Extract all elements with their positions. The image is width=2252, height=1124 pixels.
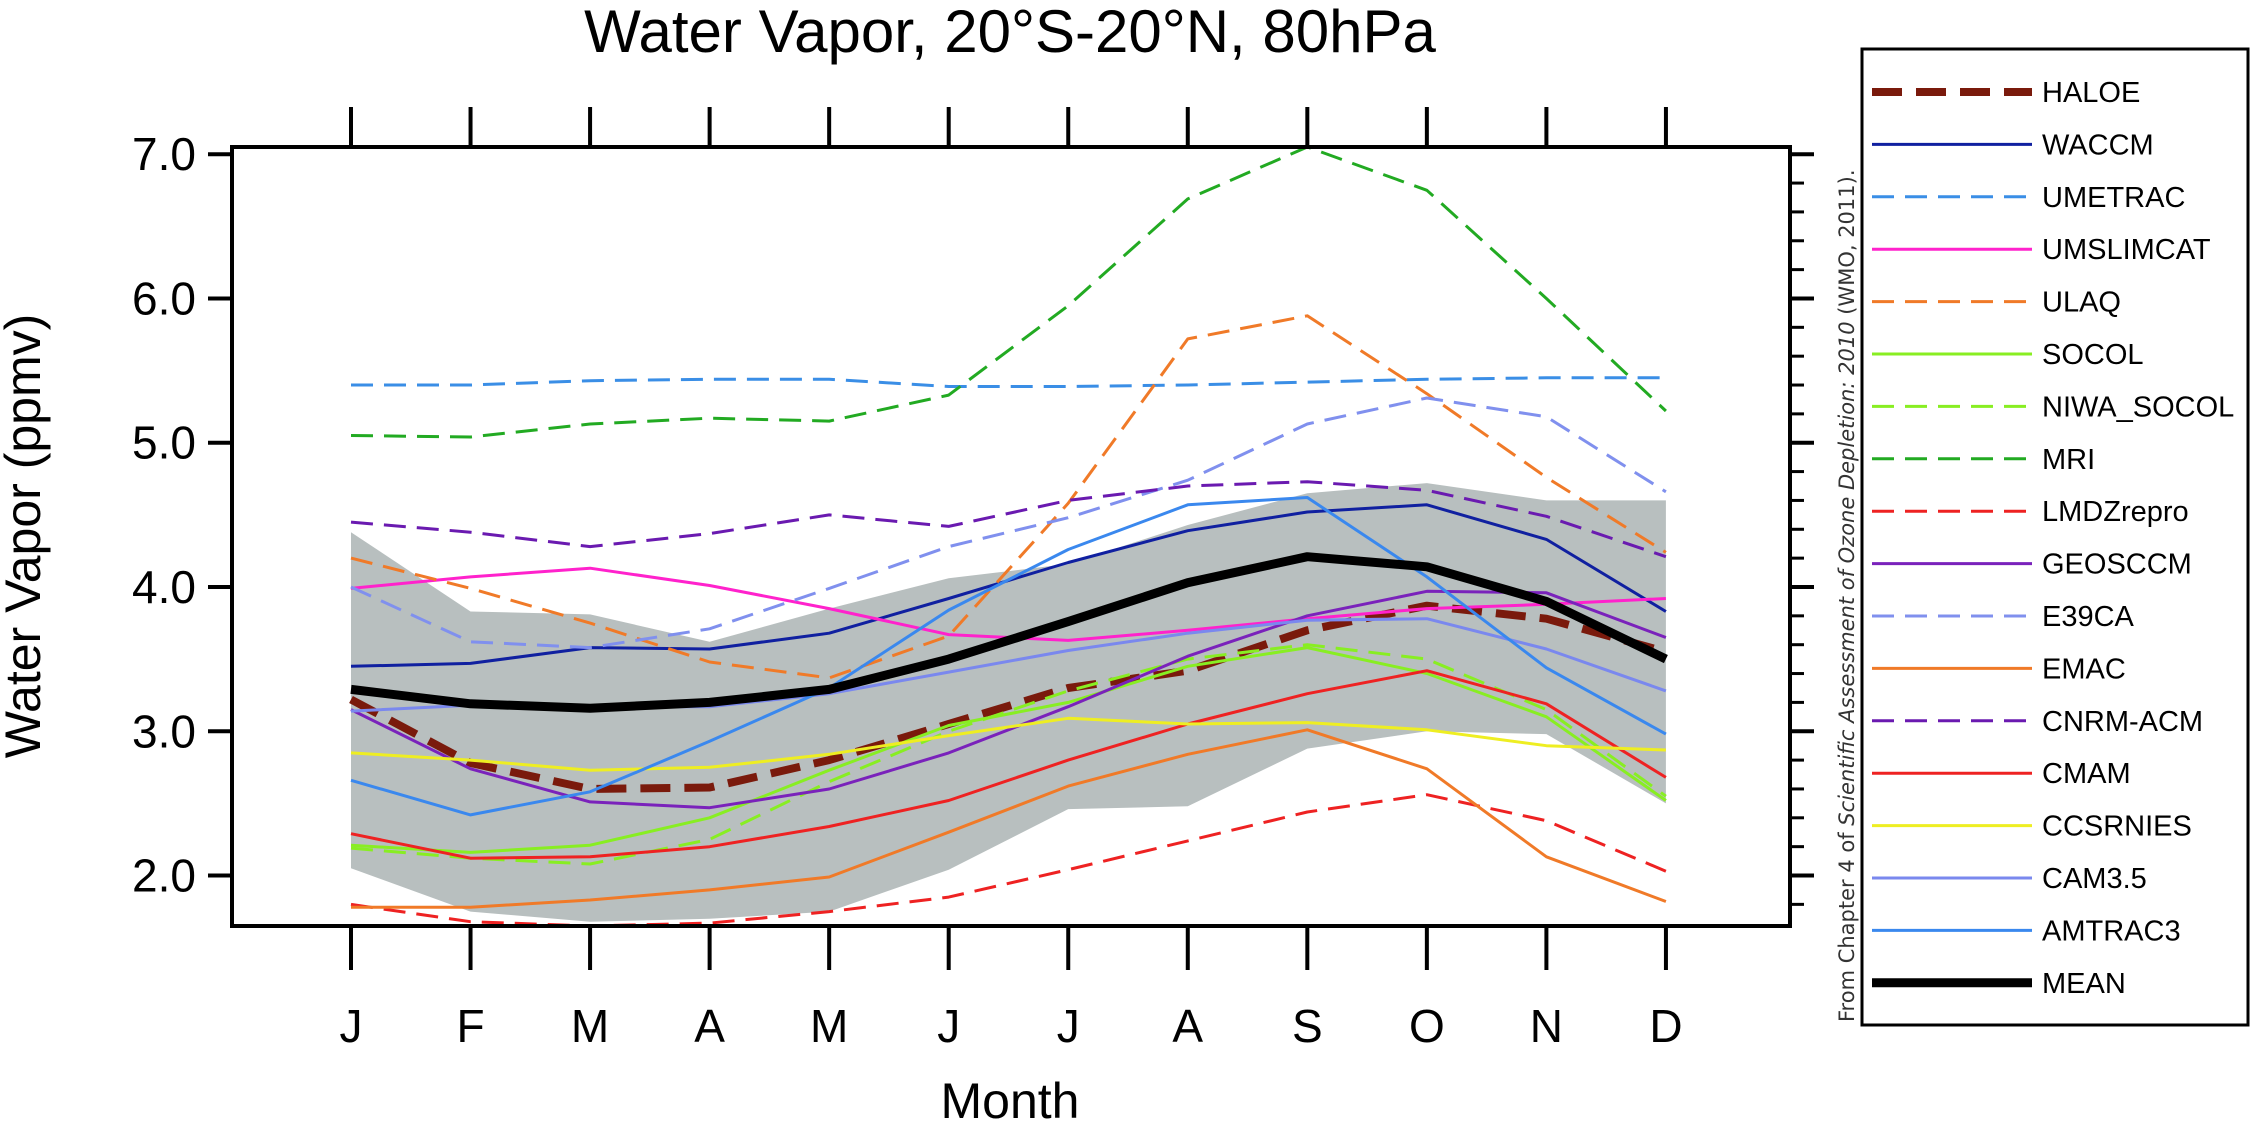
y-tick-label: 2.0 [132,850,196,902]
x-tick-label: A [1172,1000,1203,1052]
y-tick-label: 7.0 [132,128,196,180]
x-axis-label: Month [941,1073,1080,1124]
credit-suffix: (WMO, 2011). [1835,169,1859,321]
legend: HALOE WACCM UMETRAC UMSLIMCAT ULAQ SOCOL NIWA_… [1862,49,2248,1025]
x-tick-label: O [1409,1000,1445,1052]
legend-label-ccsrnies: CCSRNIES [2042,811,2192,843]
x-tick-label: S [1292,1000,1323,1052]
y-tick-label: 3.0 [132,705,196,757]
legend-label-lmdzrepro: LMDZrepro [2042,496,2189,528]
x-tick-label: N [1530,1000,1563,1052]
x-tick-label: M [571,1000,609,1052]
chart-title: Water Vapor, 20°S-20°N, 80hPa [584,0,1436,65]
x-tick-label: A [694,1000,725,1052]
source-credit: From Chapter 4 of Scientific Assessment … [1835,169,1859,1022]
water-vapor-chart: Water Vapor, 20°S-20°N, 80hPa Water Vapo… [0,0,2252,1124]
legend-label-amtrac3: AMTRAC3 [2042,915,2181,947]
legend-label-geosccm: GEOSCCM [2042,549,2192,581]
legend-label-socol: SOCOL [2042,339,2144,371]
x-tick-label: J [1057,1000,1080,1052]
plot-area [351,147,1666,926]
x-tick-label: M [810,1000,848,1052]
legend-label-e39ca: E39CA [2042,601,2135,633]
x-tick-label: D [1649,1000,1682,1052]
legend-label-umetrac: UMETRAC [2042,182,2185,214]
legend-label-cam3-5: CAM3.5 [2042,863,2147,895]
legend-label-mri: MRI [2042,444,2095,476]
y-axis-label: Water Vapor (ppmv) [0,314,51,759]
legend-label-mean: MEAN [2042,968,2126,1000]
y-tick-label: 5.0 [132,417,196,469]
x-tick-label: F [456,1000,484,1052]
legend-label-haloe: HALOE [2042,77,2140,109]
legend-label-niwa-socol: NIWA_SOCOL [2042,391,2234,423]
y-tick-label: 4.0 [132,561,196,613]
legend-label-umslimcat: UMSLIMCAT [2042,234,2211,266]
series-line-mri [351,147,1666,437]
credit-italic-title: Scientific Assessment of Ozone Depletion… [1835,321,1859,825]
legend-label-cnrm-acm: CNRM-ACM [2042,706,2203,738]
legend-label-emac: EMAC [2042,653,2126,685]
y-tick-label: 6.0 [132,272,196,324]
x-tick-label: J [340,1000,363,1052]
x-tick-label: J [937,1000,960,1052]
series-line-umetrac [351,378,1666,387]
legend-label-cmam: CMAM [2042,758,2131,790]
legend-label-ulaq: ULAQ [2042,287,2121,319]
credit-prefix: From Chapter 4 of [1835,826,1859,1022]
legend-label-waccm: WACCM [2042,129,2154,161]
